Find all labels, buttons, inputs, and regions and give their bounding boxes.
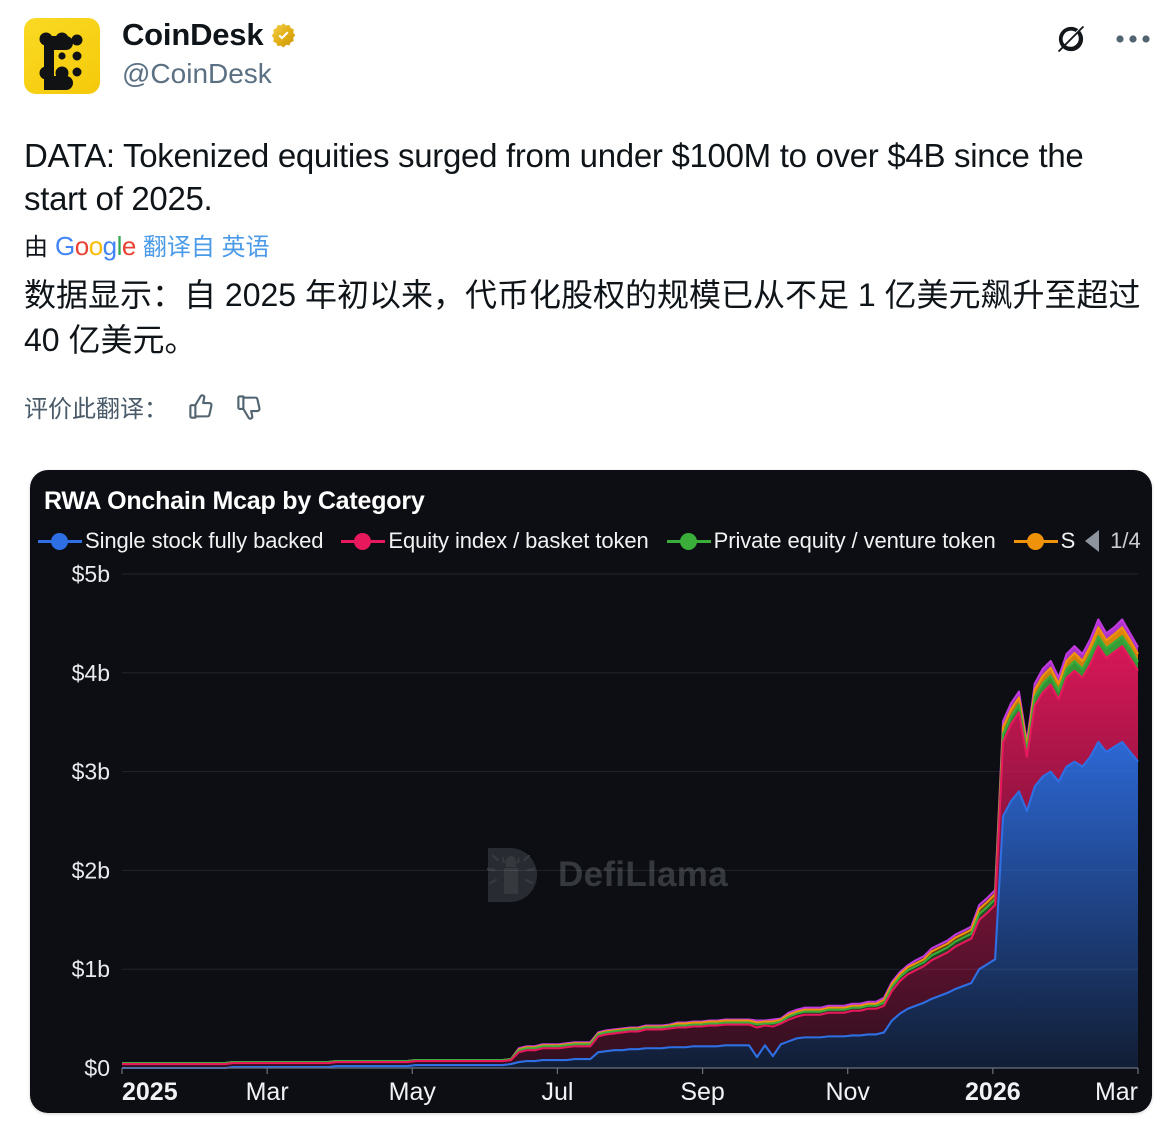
thumbs-down-icon[interactable] [234, 392, 264, 422]
legend-label: Private equity / venture token [713, 528, 996, 553]
svg-text:$2b: $2b [72, 857, 110, 883]
svg-text:$0: $0 [84, 1055, 110, 1081]
translate-prefix: 由 [24, 234, 48, 261]
svg-text:$1b: $1b [72, 956, 110, 982]
more-options-icon[interactable] [1114, 25, 1152, 53]
translate-source-link[interactable]: 翻译自 英语 [142, 234, 270, 261]
svg-text:$3b: $3b [72, 759, 110, 785]
svg-text:$5b: $5b [72, 561, 110, 587]
chevron-left-icon[interactable] [1085, 530, 1100, 552]
svg-text:2025: 2025 [122, 1078, 178, 1106]
tweet-text-translated: 数据显示：自 2025 年初以来，代币化股权的规模已从不足 1 亿美元飙升至超过… [24, 277, 1141, 358]
avatar[interactable] [24, 18, 100, 94]
legend-pager: 1/4 [1085, 528, 1152, 554]
header-actions [1054, 22, 1152, 56]
legend-item-0[interactable]: Single stock fully backed [38, 528, 324, 554]
account-handle[interactable]: @CoinDesk [122, 58, 272, 89]
legend-label: S [1060, 528, 1076, 553]
svg-text:2026: 2026 [965, 1078, 1021, 1106]
tweet-header: CoinDesk @CoinDesk [24, 14, 1152, 110]
svg-text:May: May [389, 1078, 437, 1106]
legend-marker-icon [341, 530, 386, 552]
legend-marker-icon [38, 530, 82, 552]
svg-text:Sep: Sep [680, 1078, 724, 1106]
google-letter-e: e [121, 231, 136, 261]
stacked-area-chart: $0 $1b $2b $3b $4b $5b 2025 Mar May Jul Sep Nov 2026… [72, 561, 1139, 1106]
svg-text:Mar: Mar [1095, 1078, 1138, 1106]
google-letter-o2: o [88, 231, 103, 261]
svg-text:Nov: Nov [825, 1078, 870, 1106]
legend-marker-icon [1013, 530, 1058, 552]
svg-text:$4b: $4b [72, 660, 110, 686]
rate-translation-row: 评价此翻译： [24, 389, 1152, 424]
grok-icon[interactable] [1054, 22, 1088, 56]
chart-title: RWA Onchain Mcap by Category [44, 487, 425, 515]
chart-card[interactable]: RWA Onchain Mcap by Category Single stoc… [30, 470, 1152, 1113]
legend-item-1[interactable]: Equity index / basket token [341, 528, 649, 554]
thumbs-up-icon[interactable] [186, 392, 216, 422]
chart-legend: Single stock fully backed Equity index /… [38, 526, 1152, 556]
google-letter-o1: o [74, 231, 89, 261]
verified-badge-icon [272, 22, 296, 48]
google-letter-g1: G [55, 231, 75, 261]
google-logo: Google [55, 229, 136, 263]
coindesk-logo-icon [39, 32, 83, 90]
rate-translation-label: 评价此翻译： [24, 396, 168, 423]
legend-label: Equity index / basket token [388, 528, 649, 553]
google-translate-attribution: 由 Google 翻译自 英语 [24, 229, 1152, 265]
legend-item-3[interactable]: S [1013, 528, 1076, 554]
display-name[interactable]: CoinDesk [122, 17, 264, 52]
chart-plot-area[interactable]: $0 $1b $2b $3b $4b $5b 2025 Mar May Jul Sep Nov 2026… [30, 556, 1152, 1113]
legend-label: Single stock fully backed [85, 528, 324, 553]
account-name-block: CoinDesk @CoinDesk [122, 14, 297, 92]
svg-text:Jul: Jul [541, 1078, 573, 1106]
google-letter-l: l [116, 231, 123, 261]
google-letter-g2: g [102, 231, 117, 261]
legend-marker-icon [666, 530, 711, 552]
tweet-text-original: DATA: Tokenized equities surged from und… [24, 137, 1084, 217]
legend-item-2[interactable]: Private equity / venture token [666, 528, 996, 554]
svg-text:Mar: Mar [246, 1078, 289, 1106]
legend-page-count: 1/4 [1110, 528, 1141, 553]
